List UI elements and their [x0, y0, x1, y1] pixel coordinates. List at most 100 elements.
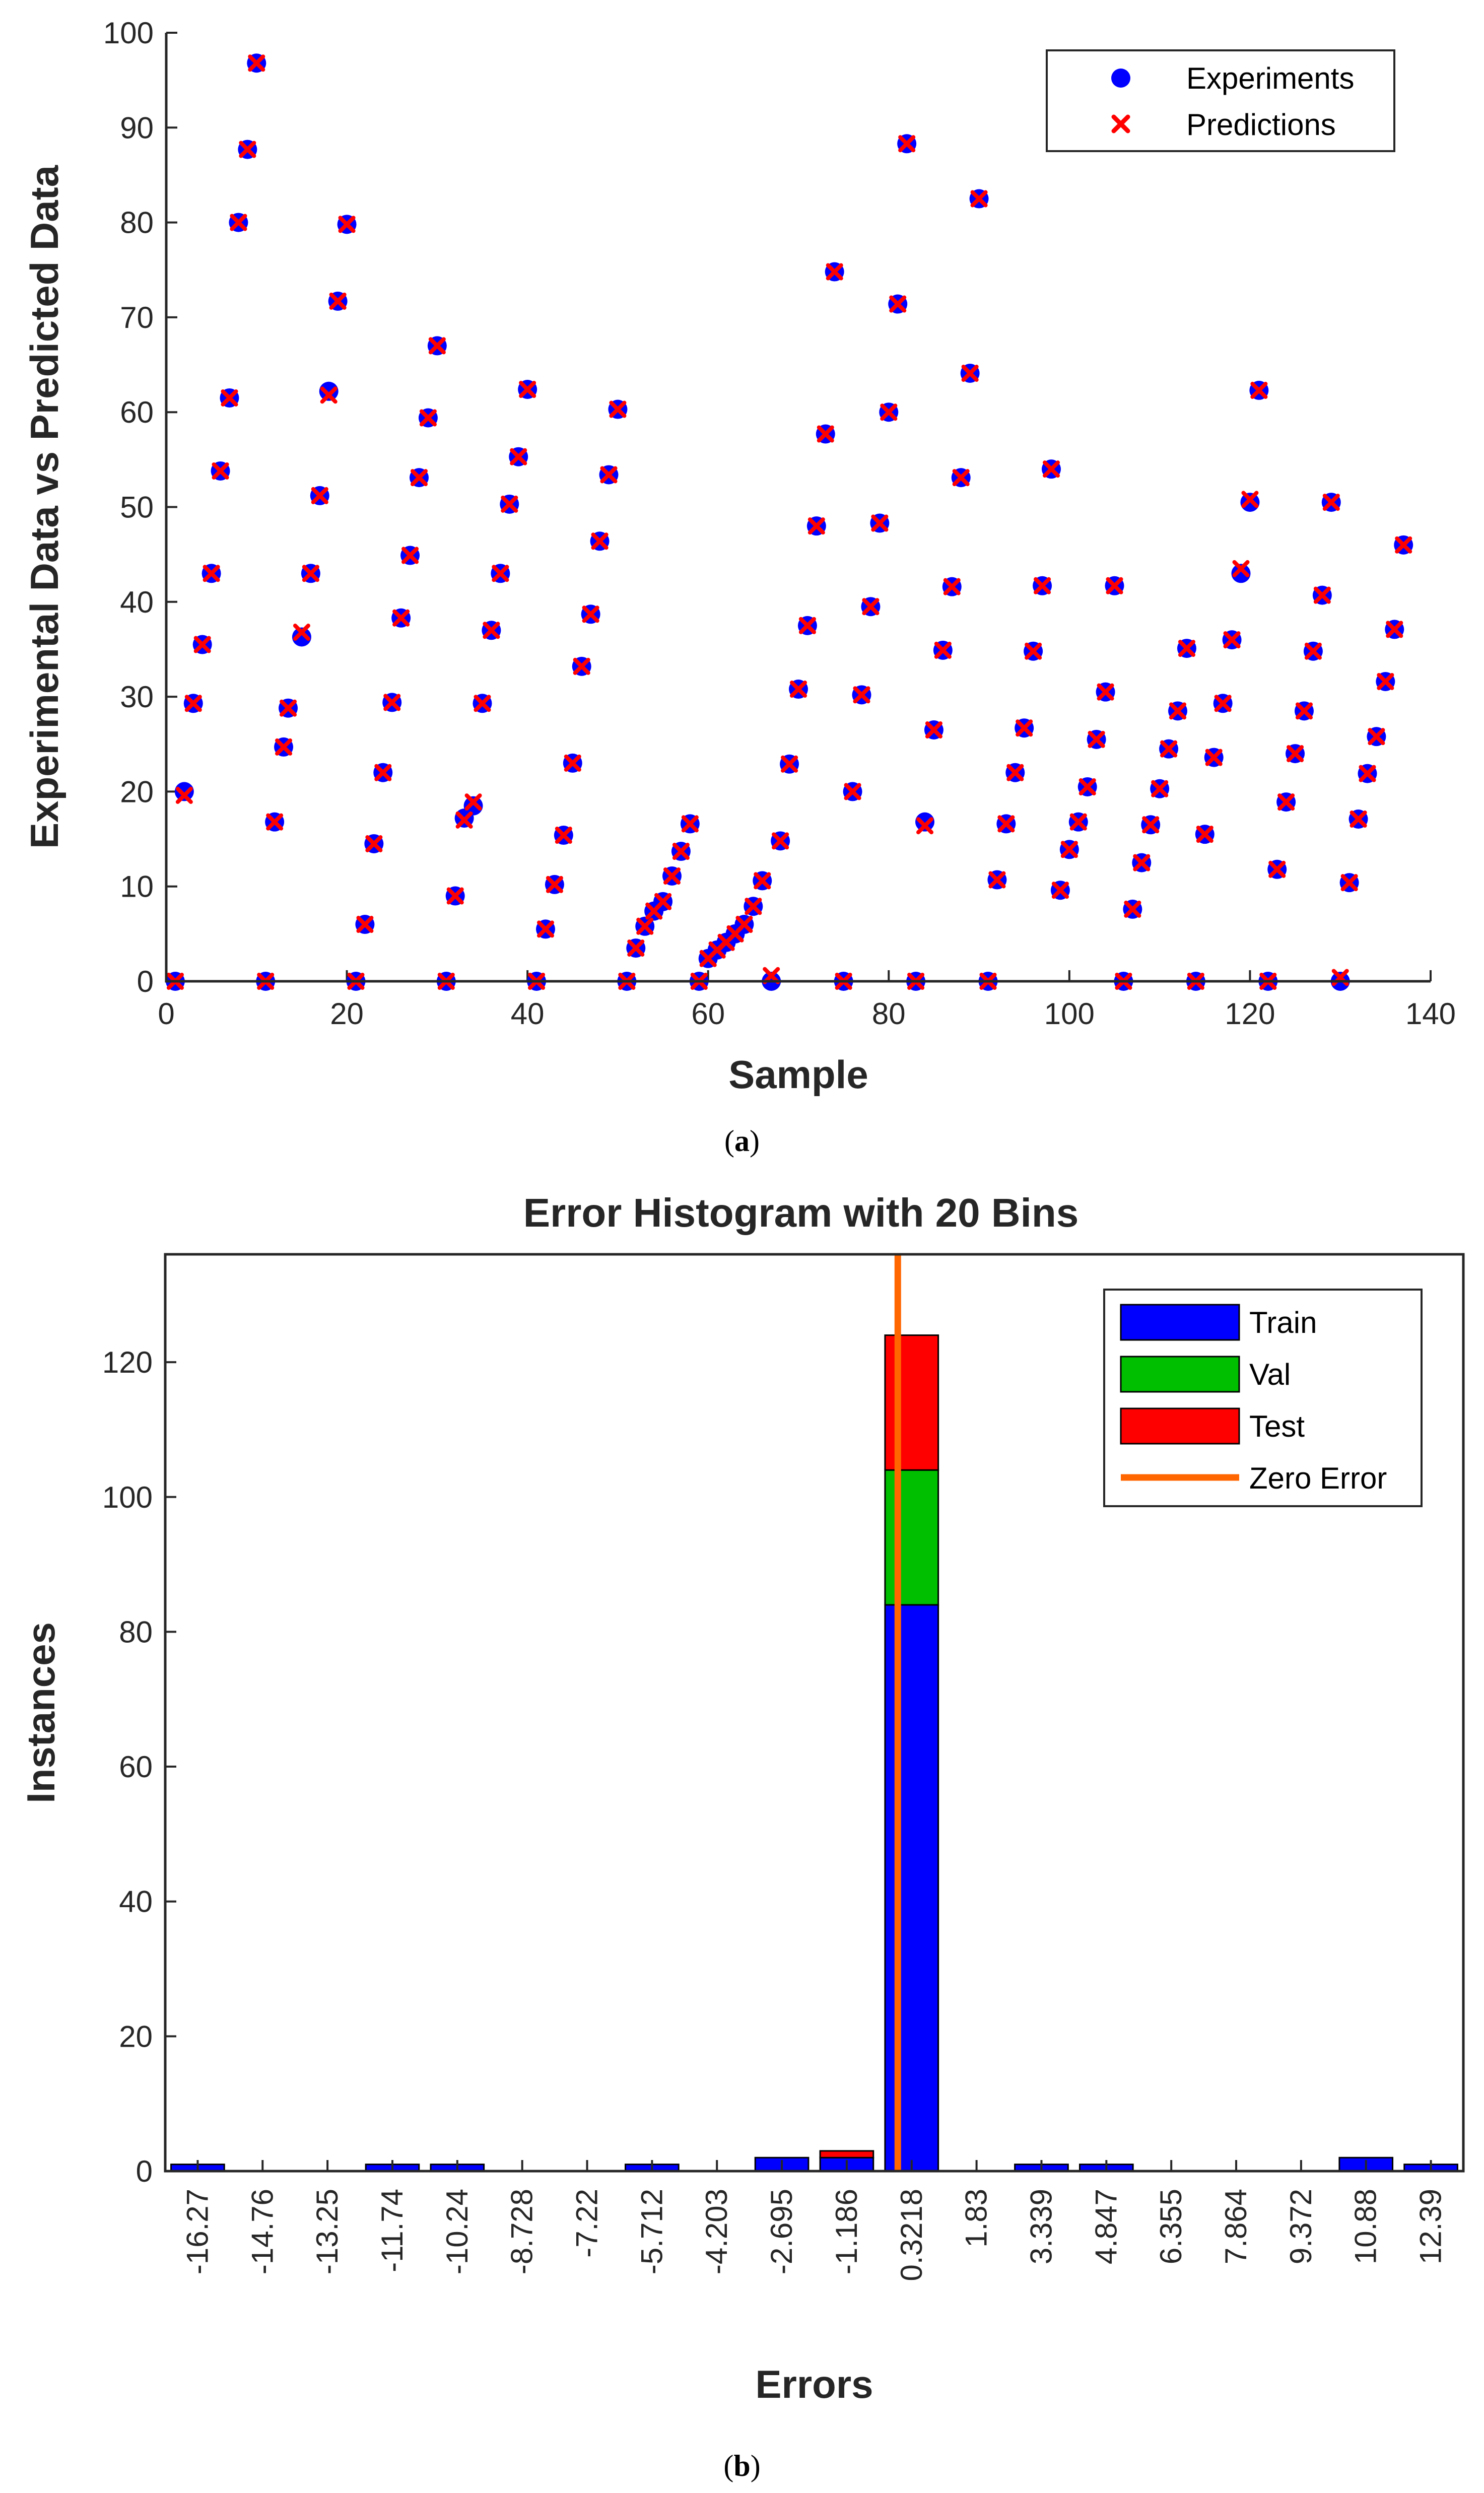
- prediction-point: [1178, 640, 1195, 657]
- prediction-point: [356, 916, 374, 933]
- prediction-point: [1016, 719, 1033, 737]
- b-x-tick-label: 1.83: [960, 2189, 993, 2248]
- prediction-point: [1078, 778, 1096, 795]
- prediction-point: [492, 565, 509, 582]
- a-y-tick-label: 50: [120, 491, 154, 524]
- experiment-point: [915, 812, 934, 832]
- a-y-tick-label: 80: [120, 206, 154, 240]
- prediction-point: [1124, 900, 1141, 918]
- prediction-point: [672, 843, 690, 860]
- prediction-point: [1106, 577, 1123, 594]
- b-x-tick-label: -2.695: [765, 2189, 798, 2274]
- prediction-point: [1069, 813, 1087, 831]
- b-x-tick-label: -5.712: [635, 2189, 668, 2274]
- panel-a-legend: Experiments Predictions: [1046, 49, 1395, 152]
- b-y-tick-label: 20: [119, 2019, 153, 2053]
- prediction-point: [411, 469, 428, 487]
- prediction-point: [781, 755, 798, 773]
- prediction-point: [1368, 728, 1385, 746]
- panel-b-error-histogram: Error Histogram with 20 Bins 0 20 40 60 80 10…: [19, 1190, 1465, 2406]
- b-x-tick-label: 0.3218: [895, 2189, 928, 2281]
- prediction-point: [1359, 765, 1376, 782]
- b-x-tick-label: -8.728: [505, 2189, 539, 2274]
- prediction-point: [248, 54, 265, 72]
- prediction-point: [1377, 672, 1394, 690]
- prediction-point: [663, 867, 681, 885]
- prediction-point: [772, 832, 789, 850]
- a-y-tick-label: 0: [137, 965, 154, 998]
- prediction-point: [871, 514, 889, 532]
- b-x-tick-label: -1.186: [830, 2189, 863, 2274]
- prediction-point: [1169, 702, 1186, 720]
- legend-label-predictions: Predictions: [1186, 108, 1336, 142]
- prediction-point: [925, 721, 942, 739]
- legend-swatch-val: [1120, 1356, 1240, 1393]
- prediction-point: [1232, 560, 1250, 577]
- legend-swatch-train: [1120, 1304, 1240, 1341]
- panel-a-y-axis-label: Experimental Data vs Predicted Data: [22, 165, 66, 849]
- prediction-point: [997, 815, 1015, 833]
- prediction-point: [1277, 793, 1295, 811]
- panel-b-legend: Train Val Test Zero Error: [1103, 1289, 1423, 1507]
- prediction-point: [790, 681, 807, 698]
- prediction-point: [853, 686, 870, 704]
- prediction-point: [428, 337, 446, 355]
- b-y-tick-label: 100: [102, 1480, 153, 1514]
- b-x-tick-label: -10.24: [440, 2189, 474, 2274]
- panel-b-y-axis-label: Instances: [19, 1622, 63, 1803]
- panel-b-y-ticks: 0 20 40 60 80 100 120: [102, 1345, 176, 2188]
- prediction-point: [1296, 702, 1313, 720]
- legend-marker-experiments: [1111, 69, 1130, 88]
- prediction-point: [392, 609, 410, 627]
- experiment-point: [292, 627, 311, 647]
- legend-label-train: Train: [1249, 1306, 1317, 1339]
- a-y-tick-label: 100: [103, 16, 154, 50]
- prediction-point: [280, 699, 297, 717]
- prediction-point: [807, 517, 825, 535]
- prediction-point: [916, 817, 933, 835]
- prediction-point: [600, 466, 618, 484]
- legend-marker-predictions: [1111, 114, 1130, 133]
- prediction-point: [1287, 745, 1304, 763]
- prediction-point: [582, 605, 599, 623]
- prediction-point: [266, 813, 284, 831]
- prediction-point: [193, 636, 211, 653]
- b-x-tick-label: 7.864: [1219, 2189, 1253, 2264]
- prediction-point: [591, 532, 609, 550]
- prediction-point: [1304, 642, 1322, 660]
- a-y-tick-label: 90: [120, 111, 154, 145]
- prediction-point: [627, 939, 645, 957]
- prediction-point: [555, 827, 572, 844]
- prediction-point: [1340, 874, 1358, 892]
- prediction-point: [1250, 381, 1268, 399]
- prediction-point: [329, 292, 347, 310]
- prediction-point: [293, 624, 310, 641]
- prediction-point: [302, 565, 319, 582]
- b-x-tick-label: 6.355: [1154, 2189, 1188, 2264]
- prediction-point: [239, 141, 256, 158]
- caption-b: (b): [723, 2449, 760, 2482]
- a-x-tick-label: 0: [158, 997, 174, 1031]
- prediction-point: [501, 495, 518, 513]
- prediction-point: [826, 263, 843, 281]
- prediction-point: [365, 835, 383, 852]
- prediction-point: [1196, 826, 1213, 843]
- prediction-point: [1386, 621, 1403, 638]
- prediction-point: [1025, 642, 1042, 660]
- panel-b-x-ticks: -16.27 -14.76 -13.25 -11.74 -10.24 -8.728 -7.2…: [180, 2160, 1448, 2281]
- prediction-point: [1223, 631, 1241, 649]
- b-y-tick-label: 80: [119, 1615, 153, 1649]
- prediction-point: [311, 487, 328, 504]
- prediction-point: [184, 695, 202, 712]
- histogram-bar-train: [884, 1604, 939, 2172]
- prediction-point: [401, 547, 419, 564]
- prediction-point: [1205, 749, 1223, 766]
- experiment-point: [319, 381, 339, 401]
- prediction-point: [745, 898, 762, 915]
- a-y-tick-label: 30: [120, 680, 154, 714]
- prediction-point: [609, 400, 627, 418]
- b-x-tick-label: -4.203: [700, 2189, 733, 2274]
- prediction-point: [1043, 460, 1060, 478]
- prediction-point: [934, 641, 952, 659]
- prediction-point: [564, 754, 581, 772]
